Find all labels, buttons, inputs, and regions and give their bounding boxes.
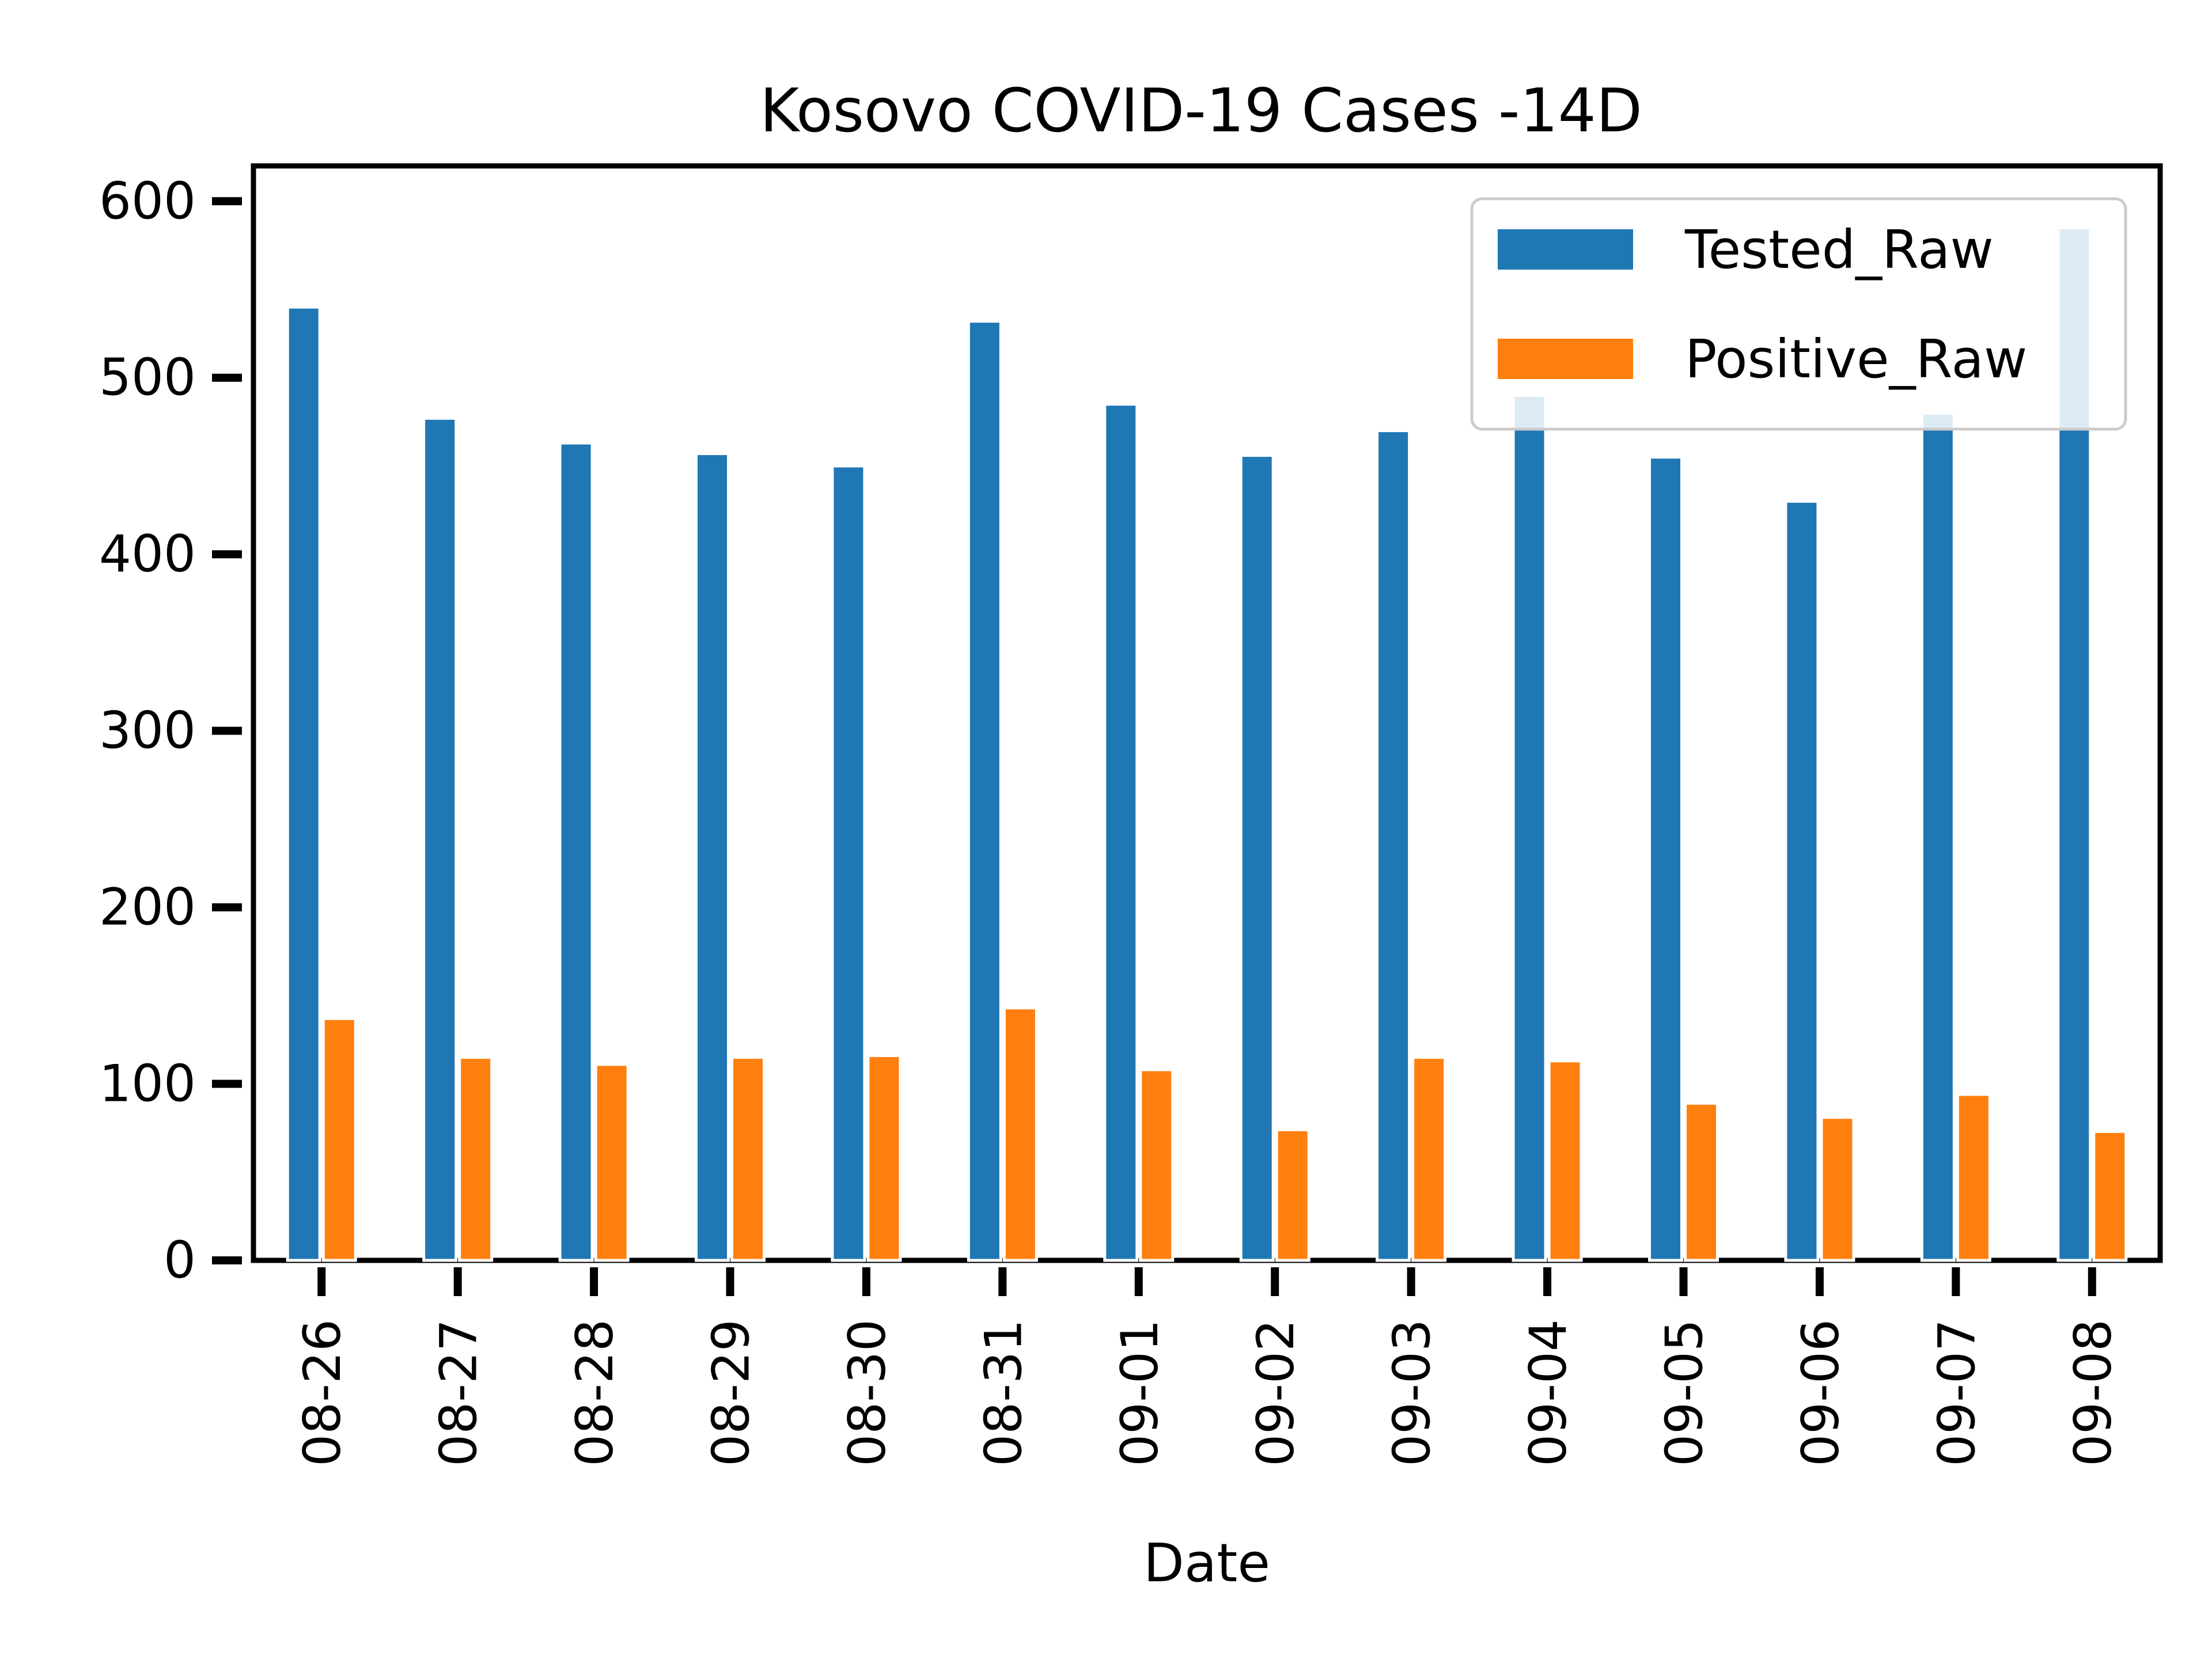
bar-positive-09-06	[1820, 1116, 1855, 1262]
bar-tested-09-07	[1920, 411, 1956, 1262]
y-tick-label: 400	[99, 524, 196, 584]
bars	[286, 226, 2128, 1262]
x-axis-label: Date	[1143, 1532, 1270, 1594]
x-tick-label: 09-04	[1518, 1319, 1578, 1467]
y-tick-label: 0	[164, 1230, 196, 1290]
chart-title: Kosovo COVID-19 Cases -14D	[760, 75, 1642, 146]
x-tick-label: 09-08	[2063, 1319, 2123, 1467]
bar-tested-08-26	[286, 305, 321, 1262]
bar-positive-09-08	[2092, 1130, 2128, 1262]
y-tick-label: 300	[99, 701, 196, 760]
bar-positive-09-07	[1956, 1093, 1991, 1262]
y-axis: 0 100 200 300 400 500 600	[99, 171, 242, 1290]
x-tick-label: 08-31	[974, 1319, 1033, 1467]
bar-positive-08-27	[458, 1056, 494, 1262]
x-tick-label: 09-07	[1927, 1319, 1986, 1467]
bar-tested-09-01	[1103, 403, 1139, 1262]
x-tick-label: 08-29	[702, 1319, 761, 1467]
bar-positive-08-29	[730, 1056, 766, 1262]
y-tick-label: 200	[99, 877, 196, 937]
y-tick-label: 500	[99, 348, 196, 407]
legend-label-positive: Positive_Raw	[1685, 328, 2027, 390]
x-tick-label: 08-27	[429, 1319, 488, 1467]
bar-positive-09-03	[1411, 1056, 1447, 1262]
x-tick-label: 09-02	[1246, 1319, 1305, 1467]
x-tick-label: 09-05	[1655, 1319, 1714, 1467]
bar-tested-09-03	[1376, 429, 1411, 1262]
y-tick-label: 600	[99, 171, 196, 230]
bar-positive-08-30	[866, 1054, 902, 1262]
bar-tested-08-30	[831, 464, 866, 1262]
bar-tested-08-31	[967, 320, 1002, 1262]
legend: Tested_Raw Positive_Raw	[1470, 197, 2127, 431]
legend-label-tested: Tested_Raw	[1684, 219, 1994, 281]
x-tick-label: 08-28	[565, 1319, 624, 1467]
bar-positive-08-31	[1002, 1006, 1038, 1262]
bar-positive-09-01	[1139, 1068, 1175, 1262]
legend-box	[1470, 197, 2127, 431]
bar-tested-09-04	[1512, 393, 1547, 1262]
bar-tested-08-28	[558, 441, 594, 1262]
bar-tested-08-27	[422, 416, 458, 1262]
bar-positive-09-05	[1684, 1101, 1719, 1262]
bar-positive-08-28	[594, 1063, 630, 1262]
x-axis: 08-26 08-27 08-28 08-29 08-30 08-31 09-01 09-02…	[293, 1267, 2123, 1467]
bar-tested-09-05	[1648, 456, 1683, 1262]
x-tick-label: 09-03	[1382, 1319, 1442, 1467]
bar-tested-09-06	[1784, 499, 1820, 1262]
bar-tested-09-02	[1239, 454, 1275, 1262]
bar-positive-09-02	[1275, 1128, 1310, 1262]
legend-swatch-positive	[1498, 339, 1633, 379]
plot-frame	[251, 163, 2163, 1263]
legend-swatch-tested	[1498, 229, 1633, 270]
x-tick-label: 08-30	[838, 1319, 897, 1467]
x-tick-label: 08-26	[293, 1319, 352, 1467]
bar-positive-09-04	[1547, 1059, 1583, 1262]
x-tick-label: 09-01	[1110, 1319, 1169, 1467]
y-tick-label: 100	[99, 1054, 196, 1113]
bar-tested-08-29	[695, 452, 730, 1262]
x-tick-label: 09-06	[1791, 1319, 1850, 1467]
bar-positive-08-26	[321, 1017, 357, 1262]
